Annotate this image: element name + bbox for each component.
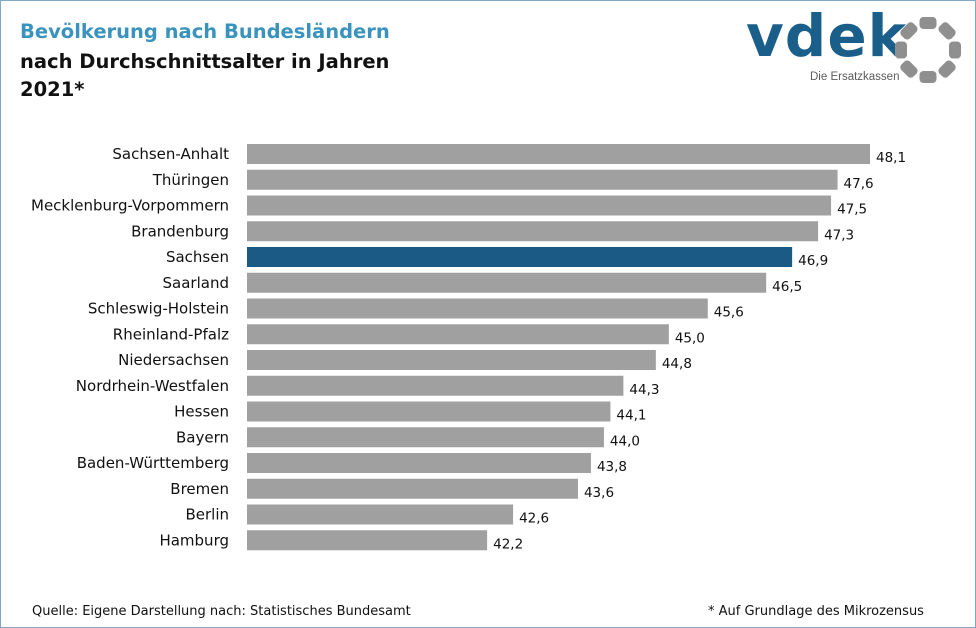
value-label-bremen: 43,6 bbox=[584, 485, 614, 501]
category-label-berlin: Berlin bbox=[185, 506, 229, 524]
value-label-bayern: 44,0 bbox=[610, 433, 640, 449]
value-label-sachsen-anhalt: 48,1 bbox=[876, 150, 906, 166]
logo-wordmark: vdek bbox=[746, 2, 908, 70]
bar-sachsen bbox=[247, 247, 793, 267]
value-label-schleswig-holstein: 45,6 bbox=[714, 305, 744, 321]
category-label-sachsen: Sachsen bbox=[166, 248, 229, 266]
category-label-bayern: Bayern bbox=[176, 428, 229, 446]
category-label-saarland: Saarland bbox=[163, 274, 229, 292]
category-label-bremen: Bremen bbox=[170, 480, 229, 498]
value-label-hamburg: 42,2 bbox=[493, 536, 523, 552]
bar-berlin bbox=[247, 504, 514, 525]
value-label-mecklenburg-vorpommern: 47,5 bbox=[837, 202, 867, 218]
logo-ring-segment bbox=[919, 71, 937, 83]
category-label-mecklenburg-vorpommern: Mecklenburg-Vorpommern bbox=[31, 197, 229, 215]
logo-ring-segment bbox=[949, 41, 961, 59]
category-label-thuringen: Thüringen bbox=[152, 171, 229, 189]
logo-ring-segment bbox=[895, 41, 907, 59]
bar-bremen bbox=[247, 478, 578, 499]
value-label-berlin: 42,6 bbox=[519, 511, 549, 527]
bar-baden-wurttemberg bbox=[247, 453, 591, 473]
logo-ring-segment bbox=[900, 22, 918, 40]
chart-subtitle: nach Durchschnittsalter in Jahren bbox=[20, 50, 390, 73]
value-label-baden-wurttemberg: 43,8 bbox=[597, 459, 627, 475]
logo-tagline: Die Ersatzkassen bbox=[810, 71, 900, 83]
bar-hessen bbox=[247, 401, 611, 422]
category-label-baden-wurttemberg: Baden-Württemberg bbox=[77, 454, 229, 472]
bar-thuringen bbox=[247, 169, 838, 190]
vdek-logo: vdek Die Ersatzkassen bbox=[744, 2, 966, 88]
category-label-nordrhein-westfalen: Nordrhein-Westfalen bbox=[76, 377, 229, 395]
logo-ring-segment bbox=[938, 22, 956, 40]
bar-bayern bbox=[247, 427, 604, 448]
bar-saarland bbox=[247, 272, 767, 293]
chart-title: Bevölkerung nach Bundesländern bbox=[20, 20, 390, 43]
value-label-saarland: 46,5 bbox=[772, 279, 802, 295]
chart-year: 2021* bbox=[20, 78, 85, 101]
category-label-hessen: Hessen bbox=[174, 403, 229, 421]
bar-brandenburg bbox=[247, 221, 819, 242]
bar-sachsen-anhalt bbox=[247, 144, 870, 164]
category-label-schleswig-holstein: Schleswig-Holstein bbox=[88, 300, 229, 318]
category-label-sachsen-anhalt: Sachsen-Anhalt bbox=[112, 145, 229, 163]
logo-ring-icon bbox=[895, 17, 961, 83]
source-note: Quelle: Eigene Darstellung nach: Statist… bbox=[32, 604, 411, 619]
category-label-niedersachsen: Niedersachsen bbox=[118, 351, 229, 369]
value-label-hessen: 44,1 bbox=[616, 408, 646, 424]
category-label-rheinland-pfalz: Rheinland-Pfalz bbox=[113, 325, 229, 343]
value-label-thuringen: 47,6 bbox=[844, 176, 874, 192]
category-label-brandenburg: Brandenburg bbox=[131, 222, 229, 240]
bar-mecklenburg-vorpommern bbox=[247, 195, 832, 216]
bar-nordrhein-westfalen bbox=[247, 375, 624, 396]
logo-ring-segment bbox=[938, 60, 956, 78]
bar-niedersachsen bbox=[247, 350, 656, 370]
footnote: * Auf Grundlage des Mikrozensus bbox=[708, 604, 924, 619]
category-label-hamburg: Hamburg bbox=[159, 531, 229, 549]
value-label-sachsen: 46,9 bbox=[798, 253, 828, 269]
value-label-niedersachsen: 44,8 bbox=[662, 356, 692, 372]
value-label-nordrhein-westfalen: 44,3 bbox=[629, 382, 659, 398]
bar-hamburg bbox=[247, 530, 488, 551]
value-label-rheinland-pfalz: 45,0 bbox=[675, 330, 705, 346]
logo-ring-segment bbox=[900, 60, 918, 78]
value-label-brandenburg: 47,3 bbox=[824, 227, 854, 243]
bar-schleswig-holstein bbox=[247, 298, 708, 319]
logo-ring-segment bbox=[919, 17, 937, 29]
bar-rheinland-pfalz bbox=[247, 324, 669, 345]
